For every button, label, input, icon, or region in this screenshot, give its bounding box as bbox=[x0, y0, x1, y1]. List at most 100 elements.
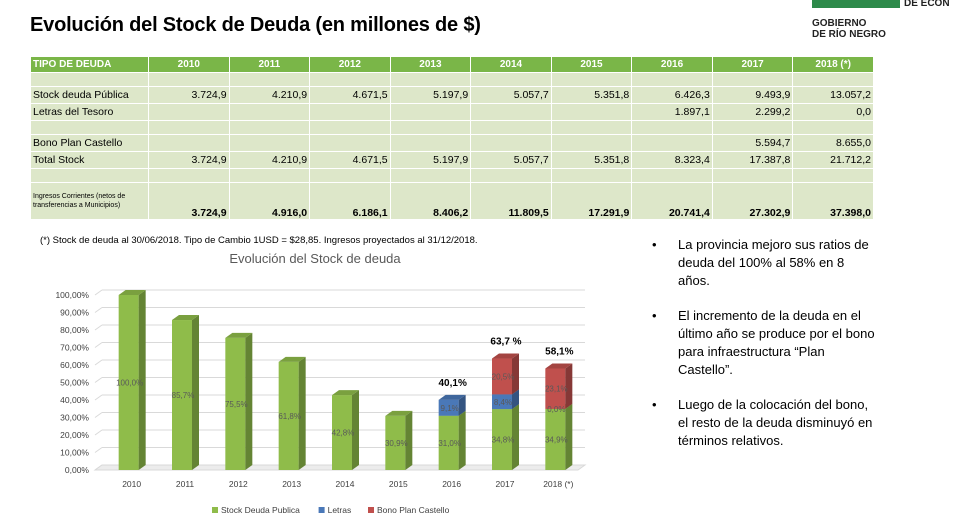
row-label: Stock deuda Pública bbox=[30, 86, 149, 104]
column-header: 2012 bbox=[309, 56, 391, 73]
table-cell: 13.057,2 bbox=[792, 86, 874, 104]
spacer-cell bbox=[389, 72, 472, 87]
bar-segment-side bbox=[458, 394, 466, 416]
table-cell: 5.197,9 bbox=[389, 151, 472, 169]
bullet-text: Luego de la colocación del bono, el rest… bbox=[678, 397, 873, 448]
data-label: 34,8% bbox=[492, 436, 515, 445]
x-tick-label: 2018 (*) bbox=[543, 479, 573, 489]
spacer-cell bbox=[631, 120, 713, 135]
table-cell: 17.291,9 bbox=[550, 182, 633, 220]
table-cell: 8.323,4 bbox=[631, 151, 713, 169]
bar-segment bbox=[438, 415, 459, 470]
y-tick-label: 10,00% bbox=[60, 448, 89, 458]
y-tick-label: 20,00% bbox=[60, 430, 89, 440]
bullet-item: • Luego de la colocación del bono, el res… bbox=[650, 396, 875, 450]
bar-segment bbox=[225, 337, 246, 470]
data-label: 0,0% bbox=[547, 405, 565, 414]
footnote: (*) Stock de deuda al 30/06/2018. Tipo d… bbox=[40, 235, 478, 246]
bar-segment-top bbox=[118, 290, 146, 295]
table-cell: 20.741,4 bbox=[631, 182, 713, 220]
spacer-cell bbox=[711, 120, 794, 135]
table-cell: 1.897,1 bbox=[631, 103, 713, 121]
bar-segment bbox=[545, 368, 566, 409]
spacer-cell bbox=[30, 120, 149, 135]
data-label: 42,8% bbox=[332, 429, 355, 438]
row-label: Letras del Tesoro bbox=[30, 103, 149, 121]
table-cell: 5.057,7 bbox=[470, 86, 552, 104]
bullet-item: • El incremento de la deuda en el último … bbox=[650, 307, 875, 379]
table-cell: 21.712,2 bbox=[792, 151, 874, 169]
spacer-cell bbox=[711, 72, 794, 87]
spacer-cell bbox=[228, 120, 311, 135]
y-tick-label: 0,00% bbox=[65, 465, 90, 475]
bar-segment-side bbox=[352, 390, 359, 470]
table-cell bbox=[470, 134, 552, 152]
spacer-cell bbox=[30, 72, 149, 87]
x-tick-label: 2012 bbox=[229, 479, 248, 489]
gridline-depth bbox=[94, 429, 103, 436]
bar-segment-side bbox=[192, 315, 199, 470]
spacer-cell bbox=[792, 168, 874, 183]
bullet-text: El incremento de la deuda en el último a… bbox=[678, 308, 875, 377]
table-cell: 6.426,3 bbox=[631, 86, 713, 104]
bullet-icon: • bbox=[652, 397, 657, 412]
spacer-row bbox=[30, 168, 874, 183]
gridline-depth bbox=[94, 324, 103, 331]
bar-segment-top bbox=[438, 394, 466, 400]
bar-segment-side bbox=[298, 356, 306, 470]
spacer-row bbox=[30, 72, 874, 87]
data-label: 8,4% bbox=[494, 398, 512, 407]
bar-segment-side bbox=[512, 389, 519, 410]
chart-title: Evolución del Stock de deuda bbox=[229, 251, 401, 266]
table-cell bbox=[550, 103, 633, 121]
table-cell: 4.210,9 bbox=[228, 151, 311, 169]
table-cell: 5.594,7 bbox=[711, 134, 794, 152]
bullet-text: La provincia mejoro sus ratios de deuda … bbox=[678, 237, 869, 288]
gridline-depth bbox=[94, 359, 103, 366]
column-header: 2018 (*) bbox=[792, 56, 874, 73]
table-cell: 3.724,9 bbox=[148, 86, 230, 104]
y-tick-label: 60,00% bbox=[60, 360, 89, 370]
spacer-cell bbox=[148, 168, 230, 183]
spacer-cell bbox=[550, 72, 633, 87]
column-header: 2017 bbox=[711, 56, 794, 73]
logo-line-2: DE RÍO NEGRO bbox=[812, 29, 886, 40]
row-label: Bono Plan Castello bbox=[30, 134, 149, 152]
table-cell: 27.302,9 bbox=[711, 182, 794, 220]
bullet-icon: • bbox=[652, 308, 657, 323]
bar-segment-top bbox=[278, 356, 306, 362]
spacer-cell bbox=[470, 72, 552, 87]
legend-swatch bbox=[368, 507, 374, 513]
spacer-cell bbox=[792, 72, 874, 87]
bar-segment-top bbox=[172, 315, 199, 321]
bar-segment-top bbox=[492, 353, 519, 359]
table-cell: 17.387,8 bbox=[711, 151, 794, 169]
spacer-cell bbox=[148, 120, 230, 135]
table-cell bbox=[148, 134, 230, 152]
bar-segment bbox=[545, 408, 566, 470]
stacked-bar-chart: Evolución del Stock de deuda 0,00% 10,00% 2… bbox=[55, 251, 587, 515]
bar-segment-top bbox=[385, 410, 413, 416]
table-cell bbox=[309, 103, 391, 121]
gobierno-logo: DE ECON GOBIERNO DE RÍO NEGRO bbox=[812, 0, 955, 44]
spacer-cell bbox=[631, 72, 713, 87]
logo-line-1: GOBIERNO bbox=[812, 18, 867, 29]
bar-segment-top bbox=[332, 390, 359, 396]
total-label: 40,1% bbox=[438, 378, 466, 389]
table-cell bbox=[148, 103, 230, 121]
table-cell bbox=[228, 134, 311, 152]
table-cell: 4.671,5 bbox=[309, 86, 391, 104]
x-tick-label: 2014 bbox=[336, 479, 355, 489]
table-cell: 5.057,7 bbox=[470, 151, 552, 169]
spacer-cell bbox=[470, 120, 552, 135]
table-cell: 3.724,9 bbox=[148, 182, 230, 220]
spacer-row bbox=[30, 120, 874, 135]
bar-segment-side bbox=[512, 404, 519, 470]
column-header: 2015 bbox=[550, 56, 633, 73]
table-cell bbox=[228, 103, 311, 121]
bar-segment bbox=[118, 295, 139, 470]
bar-segment-side bbox=[138, 290, 146, 470]
spacer-cell bbox=[309, 120, 391, 135]
bar-segment-side bbox=[565, 403, 573, 470]
x-tick-label: 2013 bbox=[282, 479, 301, 489]
